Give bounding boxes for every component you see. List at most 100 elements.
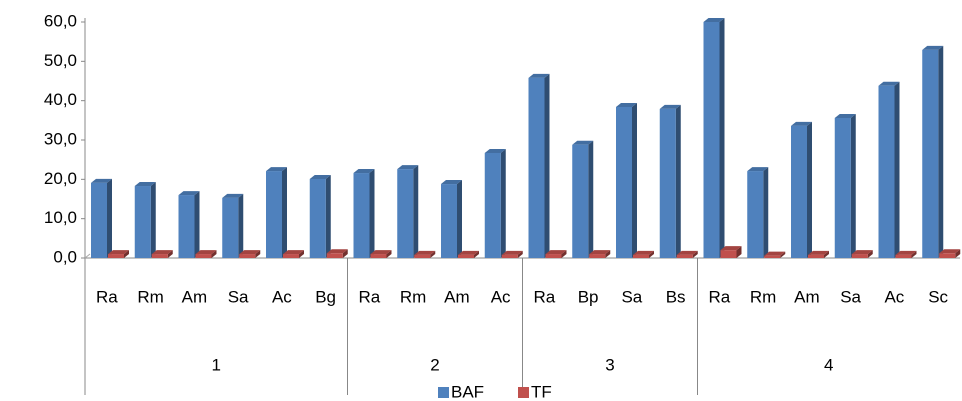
bar-top bbox=[441, 180, 462, 185]
bar bbox=[151, 254, 168, 258]
x-tick-label: Rm bbox=[750, 287, 776, 306]
bar-top bbox=[895, 250, 917, 255]
bar-top bbox=[283, 250, 304, 255]
bar-top bbox=[239, 250, 261, 255]
x-tick-label: Ac bbox=[884, 287, 904, 306]
x-tick-label: Am bbox=[444, 287, 470, 306]
y-tick-label: 0,0 bbox=[53, 247, 77, 266]
bar-side bbox=[299, 250, 304, 258]
bar-top bbox=[589, 250, 611, 255]
bar bbox=[895, 254, 912, 258]
x-tick-label: Ra bbox=[709, 287, 731, 306]
x-tick-label: Rm bbox=[400, 287, 426, 306]
x-tick-label: Rm bbox=[137, 287, 163, 306]
bar-side bbox=[282, 167, 287, 258]
bar bbox=[222, 197, 239, 258]
bar bbox=[501, 254, 518, 258]
bar bbox=[195, 254, 212, 258]
y-tick-label: 30,0 bbox=[44, 129, 77, 148]
bar-side bbox=[474, 250, 479, 258]
bar bbox=[283, 254, 299, 258]
legend-label: BAF bbox=[451, 382, 484, 401]
bar-top bbox=[747, 167, 769, 172]
x-tick-label: Ra bbox=[534, 287, 556, 306]
bar bbox=[309, 178, 326, 258]
x-tick-label: Sa bbox=[840, 287, 861, 306]
bar-top bbox=[939, 249, 961, 254]
bar bbox=[545, 254, 562, 258]
bar-top bbox=[764, 251, 786, 256]
bar-side bbox=[500, 148, 506, 258]
x-tick-label: Bs bbox=[666, 287, 686, 306]
bar-top bbox=[134, 182, 156, 187]
bar-side bbox=[649, 250, 654, 258]
bar-top bbox=[266, 167, 287, 172]
legend-swatch bbox=[518, 387, 529, 398]
bar-side bbox=[561, 250, 567, 258]
bar-top bbox=[397, 165, 419, 170]
bar-side bbox=[867, 250, 873, 258]
bar bbox=[939, 253, 956, 258]
bar bbox=[326, 253, 343, 258]
x-tick-label: Am bbox=[794, 287, 820, 306]
bar-side bbox=[938, 45, 944, 258]
bar-top bbox=[922, 45, 944, 50]
bar-top bbox=[528, 73, 550, 78]
legend-swatch bbox=[438, 387, 449, 398]
bar-side bbox=[807, 121, 812, 258]
bar-side bbox=[386, 250, 392, 258]
bar bbox=[764, 255, 781, 258]
bar-side bbox=[194, 191, 200, 258]
x-tick-label: Bp bbox=[578, 287, 599, 306]
bar-top bbox=[703, 18, 725, 22]
bar bbox=[834, 117, 851, 259]
bar-side bbox=[457, 180, 462, 258]
bar-top bbox=[808, 250, 829, 255]
bar-side bbox=[369, 169, 375, 258]
bar-side bbox=[894, 81, 900, 258]
x-tick-label: Bg bbox=[315, 287, 336, 306]
y-tick-label: 40,0 bbox=[44, 90, 77, 109]
x-tick-label: Ac bbox=[272, 287, 292, 306]
y-tick-label: 20,0 bbox=[44, 169, 77, 188]
bar bbox=[484, 152, 501, 258]
x-tick-label: Sa bbox=[228, 287, 249, 306]
bar bbox=[589, 254, 606, 258]
bar bbox=[370, 254, 387, 258]
bar bbox=[134, 186, 151, 258]
bar bbox=[747, 171, 764, 258]
bar bbox=[851, 254, 868, 258]
bar-side bbox=[780, 251, 786, 258]
group-label: 2 bbox=[430, 355, 439, 374]
bar-side bbox=[605, 250, 611, 258]
x-tick-label: Am bbox=[182, 287, 208, 306]
bar-top bbox=[484, 148, 506, 153]
group-label: 3 bbox=[605, 355, 614, 374]
bar-top bbox=[720, 246, 742, 251]
bar bbox=[528, 77, 545, 258]
y-tick-label: 10,0 bbox=[44, 208, 77, 227]
floor-edge bbox=[84, 253, 91, 259]
bar bbox=[397, 169, 414, 258]
bar-side bbox=[763, 167, 769, 258]
bar-side bbox=[342, 249, 348, 258]
bar-top bbox=[108, 250, 129, 255]
bar bbox=[572, 144, 589, 258]
x-tick-label: Sa bbox=[621, 287, 642, 306]
bar bbox=[703, 22, 720, 258]
bar-side bbox=[544, 73, 550, 258]
y-tick-label: 60,0 bbox=[44, 11, 77, 30]
bar bbox=[676, 254, 693, 258]
bar-side bbox=[692, 250, 698, 258]
bar-top bbox=[326, 249, 348, 254]
bar-top bbox=[834, 113, 856, 118]
bar-top bbox=[676, 250, 698, 255]
bar-top bbox=[572, 140, 594, 145]
bar-side bbox=[911, 250, 917, 258]
legend-label: TF bbox=[531, 382, 552, 401]
bar-top bbox=[878, 81, 900, 86]
bar bbox=[922, 49, 939, 258]
bar bbox=[441, 184, 457, 258]
